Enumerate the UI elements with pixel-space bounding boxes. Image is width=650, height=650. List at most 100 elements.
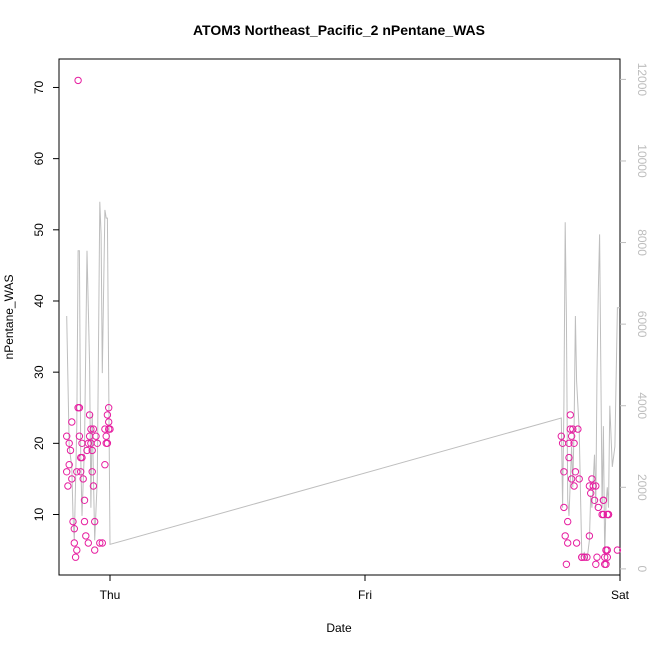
- y-tick-label: 30: [32, 365, 46, 379]
- series-line: [66, 201, 620, 561]
- data-point: [574, 425, 582, 433]
- data-point: [604, 510, 613, 519]
- data-point: [564, 539, 572, 547]
- data-point: [575, 475, 583, 483]
- data-point: [587, 489, 595, 497]
- data-point: [88, 446, 96, 455]
- data-point: [566, 425, 574, 433]
- data-point: [570, 439, 578, 447]
- data-point: [70, 539, 79, 547]
- data-point: [74, 76, 82, 85]
- data-point: [561, 532, 569, 540]
- data-point: [69, 517, 77, 526]
- chart-title: ATOM3 Northeast_Pacific_2 nPentane_WAS: [193, 22, 485, 38]
- data-point: [565, 453, 573, 462]
- x-tick-label: Sat: [611, 588, 630, 602]
- data-point: [84, 539, 93, 547]
- data-point: [583, 553, 591, 561]
- data-point: [588, 475, 596, 483]
- data-point: [566, 411, 574, 419]
- axes-group: Thu Fri Sat 10 20 30 40 50 60 70 0 2000 4000 6000 8000…: [32, 63, 649, 602]
- y2-tick-label: 10000: [635, 144, 649, 178]
- y2-tick-label: 6000: [635, 311, 649, 338]
- data-point: [101, 425, 109, 433]
- data-point: [91, 546, 99, 554]
- data-point: [105, 404, 113, 412]
- y2-tick-label: 8000: [635, 229, 649, 256]
- data-point: [68, 475, 76, 483]
- data-point: [71, 553, 80, 561]
- data-point: [62, 468, 71, 476]
- data-point: [585, 532, 594, 540]
- y-tick-label: 50: [32, 223, 46, 237]
- data-point: [89, 425, 98, 433]
- data-point: [73, 468, 81, 476]
- y2-tick-label: 4000: [635, 392, 649, 419]
- data-point: [565, 439, 573, 447]
- y2-tick-label: 2000: [635, 474, 649, 501]
- y-tick-label: 10: [32, 508, 46, 522]
- data-point: [70, 525, 79, 533]
- data-point: [73, 546, 81, 554]
- data-point: [590, 496, 599, 504]
- data-point: [601, 553, 609, 561]
- data-point: [567, 432, 576, 440]
- x-axis-label: Date: [326, 621, 352, 635]
- data-point: [96, 539, 104, 547]
- data-point: [68, 418, 76, 426]
- data-point: [570, 482, 578, 490]
- x-tick-label: Thu: [100, 588, 121, 602]
- data-point: [558, 439, 567, 447]
- data-point: [65, 461, 73, 469]
- plot-frame: [58, 58, 621, 576]
- data-point: [85, 411, 94, 419]
- y2-tick-label: 0: [635, 566, 649, 573]
- data-point: [83, 446, 91, 455]
- data-point: [571, 468, 580, 476]
- data-point: [66, 446, 75, 455]
- data-point: [92, 432, 100, 440]
- data-point: [103, 439, 112, 447]
- series-line-group: [66, 201, 620, 561]
- series-points-group: [62, 76, 622, 568]
- data-point: [557, 432, 565, 440]
- data-point: [599, 496, 608, 504]
- data-point: [613, 546, 622, 554]
- data-point: [78, 453, 86, 462]
- data-point: [80, 496, 89, 504]
- data-point: [80, 517, 89, 526]
- data-point: [79, 475, 87, 483]
- data-point: [580, 553, 588, 561]
- data-point: [578, 553, 586, 561]
- y-axis-label: nPentane_WAS: [2, 275, 16, 360]
- data-point: [93, 439, 102, 447]
- data-point: [602, 560, 610, 568]
- y-tick-label: 20: [32, 436, 46, 450]
- data-point: [572, 539, 581, 547]
- data-point: [603, 553, 611, 561]
- data-point: [594, 503, 602, 512]
- data-point: [89, 482, 98, 490]
- data-point: [103, 411, 112, 419]
- data-point: [562, 560, 571, 568]
- data-point: [101, 461, 109, 469]
- data-point: [75, 432, 84, 440]
- data-point: [77, 468, 85, 476]
- data-point: [82, 532, 90, 540]
- data-point: [567, 475, 576, 483]
- data-point: [592, 560, 600, 568]
- data-point: [564, 517, 572, 526]
- data-point: [592, 482, 600, 490]
- data-point: [84, 439, 93, 447]
- data-point: [560, 468, 568, 476]
- data-point: [87, 425, 95, 433]
- data-point: [569, 425, 577, 433]
- data-point: [88, 468, 96, 476]
- y-tick-label: 70: [32, 80, 46, 94]
- data-point: [560, 503, 568, 512]
- data-point: [105, 418, 113, 426]
- data-point: [102, 432, 110, 440]
- x-tick-label: Fri: [358, 588, 372, 602]
